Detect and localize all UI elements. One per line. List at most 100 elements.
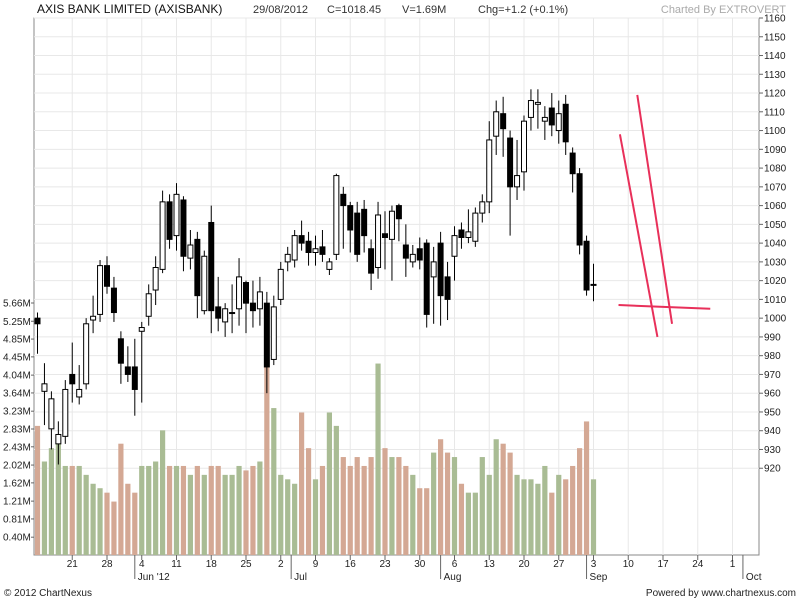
date-tick-label: 11: [171, 559, 182, 570]
candle-body: [521, 120, 527, 173]
candle-body: [69, 373, 76, 385]
candle-body: [243, 282, 249, 304]
volume-bar: [41, 461, 48, 555]
date-tick-label: 6: [452, 559, 458, 570]
candle-body: [145, 293, 152, 317]
volume-bar: [347, 465, 353, 555]
candle-body: [270, 306, 277, 360]
volume-bar: [215, 465, 221, 555]
volume-bar: [173, 465, 180, 555]
price-tick-label: 920: [764, 464, 781, 475]
volume-bar: [62, 465, 68, 555]
volume-bar: [222, 474, 228, 555]
candle-body: [249, 302, 256, 312]
volume-bar: [514, 474, 520, 555]
candle-body: [222, 308, 229, 323]
candle-body: [583, 240, 590, 291]
candle-body: [486, 139, 493, 203]
volume-bar: [229, 474, 235, 555]
volume-bar: [375, 363, 381, 555]
candle-body: [298, 235, 305, 244]
price-axis: 1160 1150 1140 1130 1120 1110 1100 1090 1080 1070…: [759, 14, 787, 475]
volume-bar: [243, 470, 249, 555]
candle-body: [555, 113, 562, 132]
month-label: Sep: [590, 572, 608, 583]
candle-body: [361, 208, 368, 237]
price-tick-label: 990: [764, 332, 781, 343]
volume-bar: [125, 483, 131, 555]
volume-bar: [382, 448, 388, 555]
candle-body: [500, 113, 507, 130]
candle-body: [110, 287, 117, 314]
volume-bar: [257, 461, 263, 555]
candle-body: [159, 201, 166, 270]
credit-text: Charted By EXTROVERT: [661, 4, 786, 16]
volume-tick-label: 1.62M: [3, 478, 31, 489]
candle-body: [284, 253, 291, 263]
volume-tick-label: 3.23M: [3, 407, 31, 418]
volume-bar: [278, 474, 284, 555]
candle-body: [117, 338, 124, 364]
volume-bar: [250, 465, 256, 555]
volume-bar: [97, 488, 103, 555]
volume-bar: [472, 492, 478, 555]
price-tick-label: 950: [764, 407, 781, 418]
trendline: [636, 94, 674, 324]
volume-bar: [507, 452, 513, 555]
volume-bar: [486, 474, 492, 555]
date-tick-label: 30: [414, 559, 426, 570]
header-volume: V=1.69M: [402, 4, 446, 16]
header-date: 29/08/2012: [253, 4, 308, 16]
date-tick-label: 10: [623, 559, 635, 570]
candle-body: [291, 235, 298, 261]
trendline: [618, 304, 711, 310]
volume-bar: [180, 465, 187, 555]
price-tick-label: 1110: [764, 107, 785, 118]
candle-body: [416, 248, 423, 261]
candle-body: [124, 366, 131, 375]
candle-body: [326, 261, 333, 270]
volume-bar: [299, 412, 305, 555]
volume-tick-label: 2.43M: [3, 442, 31, 453]
date-tick-label: 13: [484, 559, 496, 570]
candle-body: [48, 398, 55, 430]
header-close: C=1018.45: [327, 4, 381, 16]
candle-body: [97, 265, 104, 315]
candle-body: [131, 366, 138, 390]
powered-by-link[interactable]: Powered by www.chartnexus.com: [646, 588, 796, 599]
volume-bar: [111, 501, 117, 555]
candle-body: [194, 238, 201, 297]
volume-bar: [403, 465, 409, 555]
candle-body: [305, 240, 312, 254]
volume-bar: [590, 479, 597, 555]
price-tick-label: 980: [764, 351, 781, 362]
volume-bar: [340, 457, 346, 555]
volume-bar: [431, 452, 437, 555]
price-tick-label: 1070: [764, 182, 787, 193]
volume-bar: [194, 465, 200, 555]
volume-bar: [410, 474, 416, 555]
volume-bar: [556, 474, 562, 555]
month-label: Jun '12: [138, 572, 170, 583]
volume-bar: [292, 483, 298, 555]
candle-body: [402, 244, 409, 259]
candle-body: [388, 210, 395, 240]
candle-body: [256, 291, 263, 310]
volume-bar: [493, 439, 499, 555]
volume-tick-label: 4.04M: [3, 371, 31, 382]
price-tick-label: 1100: [764, 126, 786, 137]
date-tick-label: 27: [553, 559, 565, 570]
candle-body: [576, 173, 583, 246]
price-tick-label: 1020: [764, 276, 787, 287]
date-tick-label: 2: [278, 559, 284, 570]
candle-body: [83, 323, 90, 385]
volume-bar: [438, 439, 444, 555]
price-tick-label: 940: [764, 426, 781, 437]
date-tick-label: 23: [379, 559, 391, 570]
candle-body: [541, 116, 548, 122]
price-tick-label: 960: [764, 389, 781, 400]
volume-tick-label: 5.66M: [3, 299, 31, 310]
volume-bar: [208, 465, 214, 555]
trendline: [618, 134, 659, 338]
volume-bar: [118, 443, 124, 555]
